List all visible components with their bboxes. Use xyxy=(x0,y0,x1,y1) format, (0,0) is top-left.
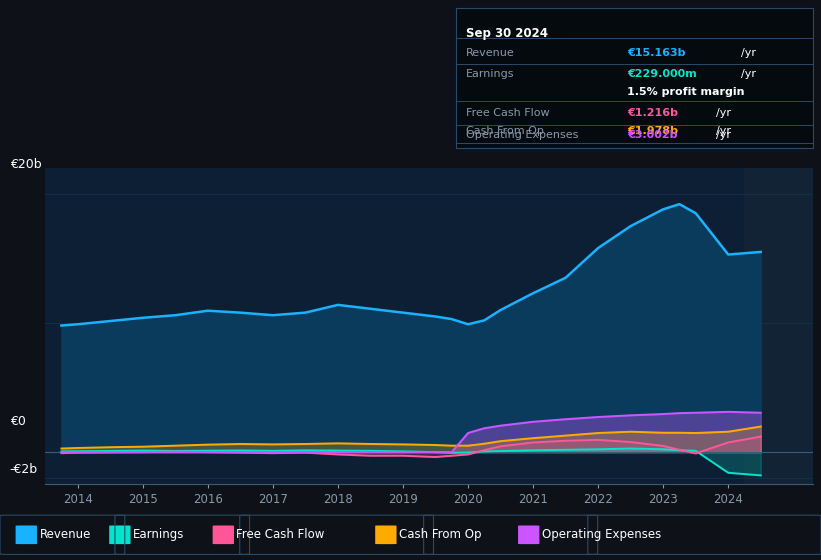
Text: /yr: /yr xyxy=(717,126,732,136)
Text: Operating Expenses: Operating Expenses xyxy=(466,130,579,140)
Text: €15.163b: €15.163b xyxy=(627,48,686,58)
FancyBboxPatch shape xyxy=(16,525,37,544)
Bar xyxy=(745,168,813,484)
Text: /yr: /yr xyxy=(717,108,732,118)
FancyBboxPatch shape xyxy=(375,525,397,544)
Text: Free Cash Flow: Free Cash Flow xyxy=(236,528,325,542)
Text: Sep 30 2024: Sep 30 2024 xyxy=(466,27,548,40)
Text: €229.000m: €229.000m xyxy=(627,69,697,78)
Text: €0: €0 xyxy=(10,414,25,428)
Text: Revenue: Revenue xyxy=(466,48,515,58)
Text: Earnings: Earnings xyxy=(133,528,185,542)
Text: Revenue: Revenue xyxy=(39,528,91,542)
FancyBboxPatch shape xyxy=(518,525,539,544)
Text: Earnings: Earnings xyxy=(466,69,515,78)
Text: /yr: /yr xyxy=(741,48,756,58)
Text: /yr: /yr xyxy=(717,130,732,140)
FancyBboxPatch shape xyxy=(213,525,234,544)
Text: €3.002b: €3.002b xyxy=(627,130,677,140)
FancyBboxPatch shape xyxy=(109,525,131,544)
Text: Cash From Op: Cash From Op xyxy=(466,126,544,136)
Text: Operating Expenses: Operating Expenses xyxy=(542,528,661,542)
Text: Cash From Op: Cash From Op xyxy=(399,528,481,542)
Text: €1.978b: €1.978b xyxy=(627,126,678,136)
Text: €20b: €20b xyxy=(10,158,42,171)
Text: Free Cash Flow: Free Cash Flow xyxy=(466,108,550,118)
Text: 1.5% profit margin: 1.5% profit margin xyxy=(627,87,745,97)
Text: /yr: /yr xyxy=(741,69,756,78)
Text: €1.216b: €1.216b xyxy=(627,108,678,118)
Text: -€2b: -€2b xyxy=(10,463,38,476)
